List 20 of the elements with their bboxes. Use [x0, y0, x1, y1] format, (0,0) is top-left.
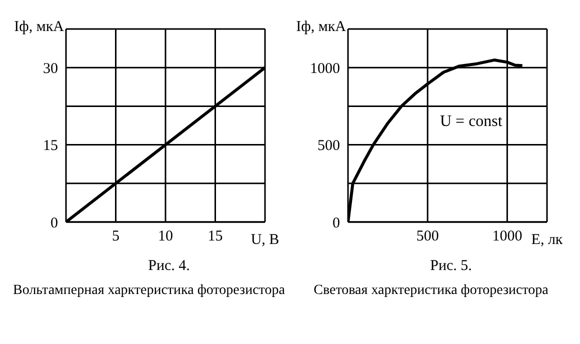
x-axis-title: U, В — [250, 232, 280, 248]
y-axis-title: Iф, мкА — [14, 19, 64, 35]
text: Вольтамперная харктеристика фоторезистора — [12, 283, 286, 299]
y-axis-title: Iф, мкА — [296, 19, 346, 35]
text: Световая харктеристика фоторезистора — [312, 283, 550, 299]
y-tick-label: 0 — [332, 215, 340, 232]
text: Рис. 5. — [429, 258, 473, 275]
y-tick-label: 0 — [50, 215, 58, 232]
text: Рис. 4. — [147, 258, 191, 275]
y-tick-label: 15 — [43, 138, 58, 154]
annotation: U = const — [440, 113, 502, 131]
x-axis-title: E, лк — [531, 232, 564, 248]
x-tick-label: 15 — [208, 228, 223, 245]
x-tick-label: 500 — [416, 228, 439, 245]
x-tick-label: 10 — [158, 228, 173, 245]
y-tick-label: 1000 — [310, 60, 340, 77]
x-tick-label: 5 — [112, 228, 120, 245]
x-tick-label: 1000 — [492, 228, 522, 245]
y-tick-label: 30 — [43, 60, 58, 77]
y-tick-label: 500 — [318, 138, 340, 154]
